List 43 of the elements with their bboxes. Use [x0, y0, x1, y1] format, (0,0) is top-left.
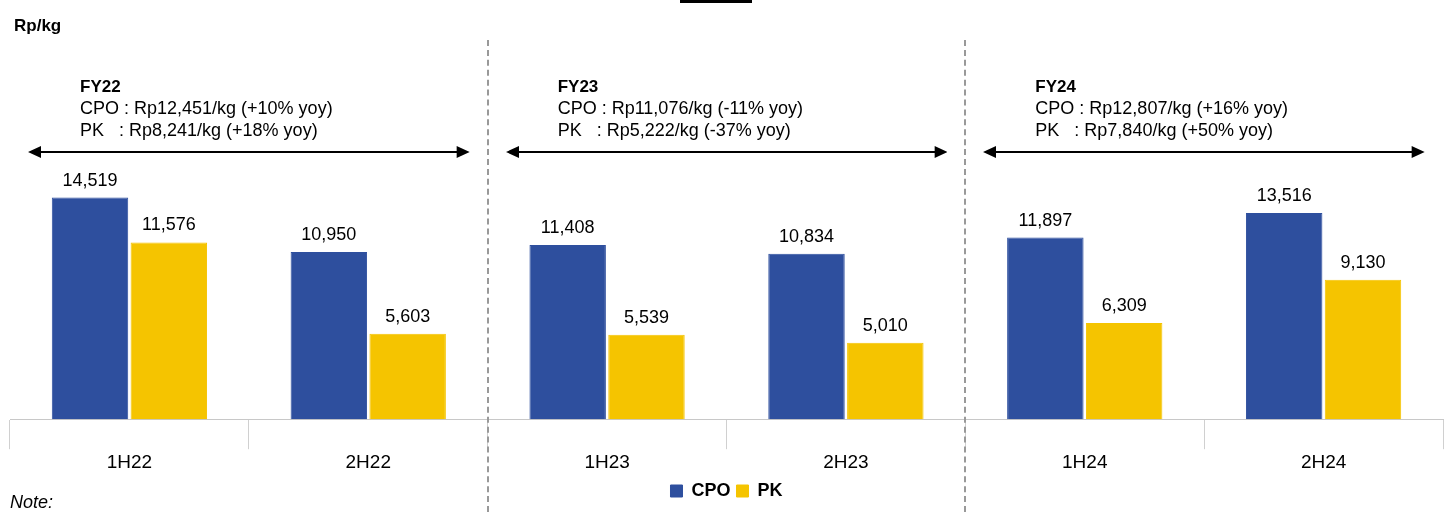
bar: [608, 334, 685, 420]
text: PK : Rp7,840/kg (+50% yoy): [1035, 120, 1273, 140]
data-label: 10,950: [301, 224, 357, 245]
bar: [1085, 322, 1163, 420]
bar: [369, 333, 446, 420]
text: CPO : Rp11,076/kg (-11% yoy): [557, 98, 804, 118]
data-label: 11,408: [540, 217, 595, 238]
bar: [1324, 279, 1402, 420]
bar: [130, 242, 208, 420]
text: Note:: [10, 492, 54, 512]
text: CPO : Rp12,451/kg (+10% yoy): [80, 98, 333, 118]
bar: [1245, 212, 1323, 420]
text: Rp/kg: [14, 16, 62, 36]
data-label: 9,130: [1340, 251, 1386, 272]
data-label: 11,897: [1018, 209, 1073, 230]
legend-label: PK: [757, 479, 783, 500]
data-label: 10,834: [778, 225, 835, 246]
text: CPO : Rp12,807/kg (+16% yoy): [1035, 98, 1288, 118]
x-tick-label: 2H24: [1300, 450, 1347, 472]
bar: [51, 197, 129, 420]
text: FY22: [80, 77, 121, 96]
x-tick-label: 2H22: [345, 450, 391, 472]
legend-label: CPO: [691, 479, 731, 500]
text: FY24: [1035, 77, 1077, 96]
data-label: 5,539: [623, 306, 670, 327]
data-label: 6,309: [1101, 294, 1147, 315]
text: PK : Rp8,241/kg (+18% yoy): [80, 120, 318, 140]
bar: [768, 253, 845, 420]
data-label: 5,010: [862, 314, 908, 335]
x-tick-label: 1H22: [106, 450, 153, 472]
x-tick-label: 1H24: [1062, 450, 1108, 472]
bar: [1007, 237, 1084, 420]
text: PK : Rp5,222/kg (-37% yoy): [557, 120, 791, 140]
data-label: 13,516: [1256, 184, 1312, 205]
data-label: 11,576: [141, 214, 196, 235]
bar: [529, 245, 606, 420]
data-label: 5,603: [385, 305, 431, 326]
bar: [290, 252, 368, 420]
data-label: 14,519: [62, 169, 118, 190]
bar: [847, 342, 924, 420]
x-tick-label: 2H23: [823, 450, 869, 472]
x-tick-label: 1H23: [584, 450, 630, 472]
text: FY23: [557, 77, 599, 96]
